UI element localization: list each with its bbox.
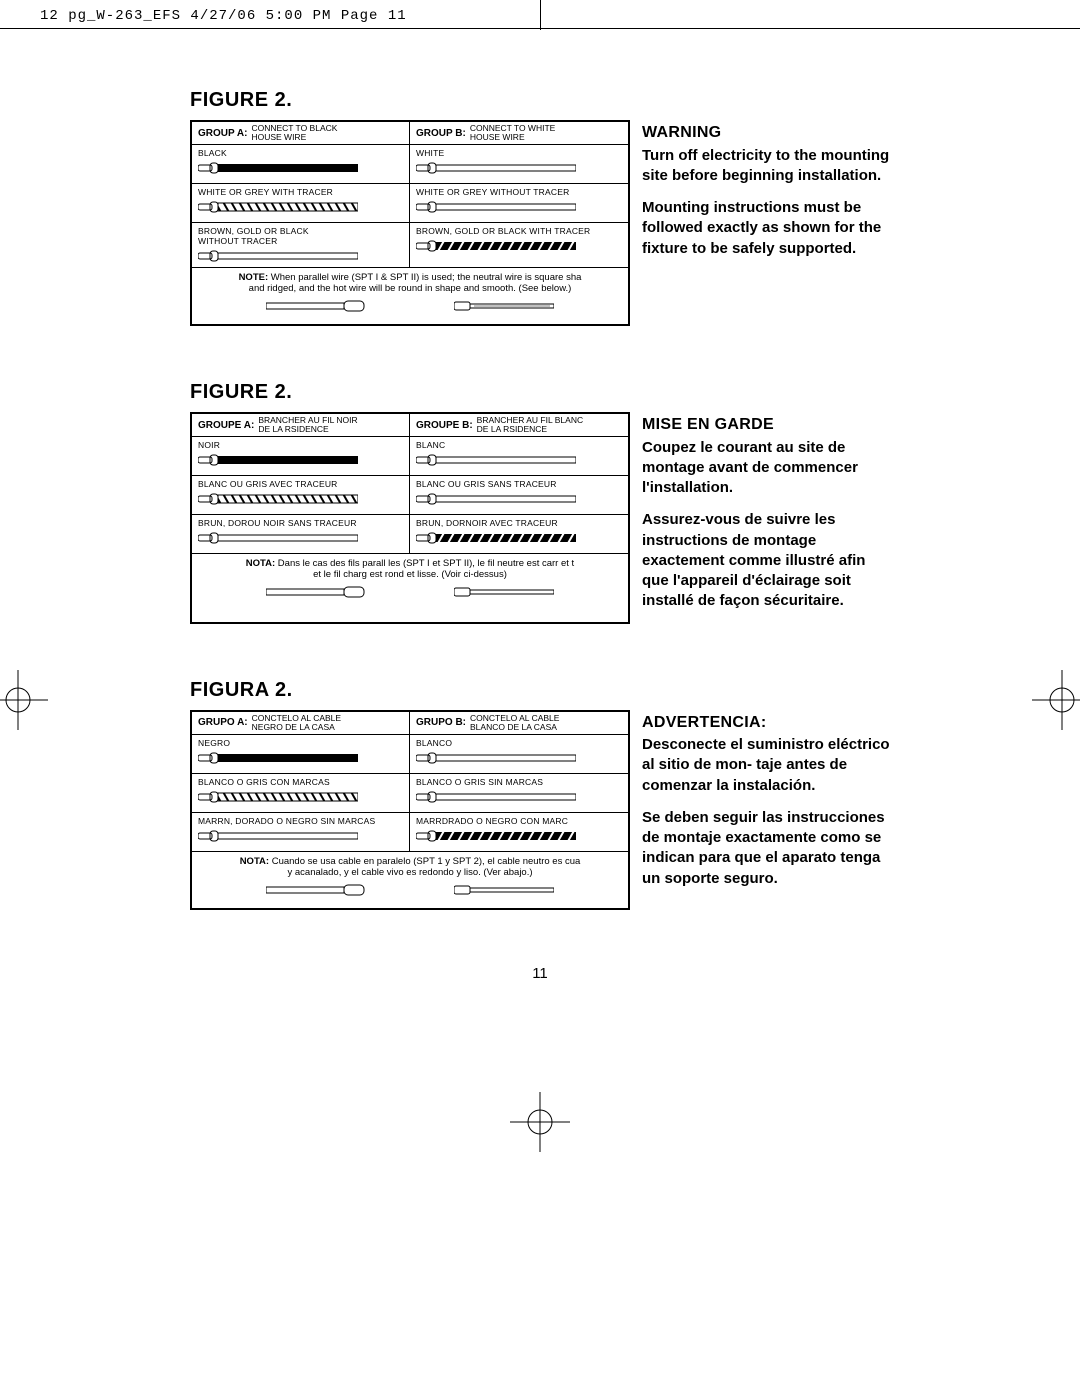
cell-white: WHITE <box>410 145 628 183</box>
wire-tracer-icon <box>416 531 576 545</box>
wire-outline-icon <box>416 751 576 765</box>
wire-outline-icon <box>198 829 358 843</box>
cell-notracer: WHITE OR GREY WITHOUT TRACER <box>410 184 628 222</box>
wire-outline-icon <box>198 249 358 263</box>
group-a-header: GRUPO A: CONCTELO AL CABLE NEGRO DE LA C… <box>192 712 410 734</box>
wire-hot-icon <box>454 586 554 598</box>
header-text: 12 pg_W-263_EFS 4/27/06 5:00 PM Page 11 <box>40 8 407 24</box>
group-a-header: GROUPE A: BRANCHER AU FIL NOIR DE LA RSI… <box>192 414 410 436</box>
page-content: FIGURE 2. GROUP A: CONNECT TO BLACK HOUS… <box>190 29 890 1022</box>
wire-neutral-icon <box>266 586 366 598</box>
wire-hot-icon <box>454 300 554 312</box>
wire-hatched-icon <box>198 790 358 804</box>
wire-hot-icon <box>454 884 554 896</box>
cell-brown-tracer: BROWN, GOLD OR BLACK WITH TRACER <box>410 223 628 267</box>
group-b-header: GRUPO B: CONCTELO AL CABLE BLANCO DE LA … <box>410 712 628 734</box>
wire-outline-icon <box>416 790 576 804</box>
wiring-table: GRUPO A: CONCTELO AL CABLE NEGRO DE LA C… <box>190 710 630 910</box>
cell-black: BLACK <box>192 145 410 183</box>
wire-solid-black-icon <box>198 751 358 765</box>
wire-neutral-icon <box>266 300 366 312</box>
figure-title: FIGURA 2. <box>190 679 890 702</box>
section-english: FIGURE 2. GROUP A: CONNECT TO BLACK HOUS… <box>190 89 890 326</box>
registration-mark-left <box>0 670 48 730</box>
wiring-table: GROUP A: CONNECT TO BLACK HOUSE WIRE GRO… <box>190 120 630 326</box>
wire-outline-icon <box>198 531 358 545</box>
wire-hatched-icon <box>198 200 358 214</box>
registration-mark-bottom <box>510 1092 570 1152</box>
group-b-header: GROUPE B: BRANCHER AU FIL BLANC DE LA RS… <box>410 414 628 436</box>
section-french: FIGURE 2. GROUPE A: BRANCHER AU FIL NOIR… <box>190 381 890 624</box>
wire-outline-icon <box>416 492 576 506</box>
figure-title: FIGURE 2. <box>190 89 890 112</box>
warning-text: ADVERTENCIA: Desconecte el suministro el… <box>642 710 890 910</box>
wire-solid-black-icon <box>198 161 358 175</box>
warning-text: WARNING Turn off electricity to the moun… <box>642 120 890 326</box>
note-cell: NOTE: When parallel wire (SPT I & SPT II… <box>192 268 628 324</box>
page-number: 11 <box>190 965 890 982</box>
group-a-header: GROUP A: CONNECT TO BLACK HOUSE WIRE <box>192 122 410 144</box>
wire-neutral-icon <box>266 884 366 896</box>
wiring-table: GROUPE A: BRANCHER AU FIL NOIR DE LA RSI… <box>190 412 630 624</box>
cell-brown-notracer: BROWN, GOLD OR BLACK WITHOUT TRACER <box>192 223 410 267</box>
wire-outline-icon <box>416 161 576 175</box>
note-cell: NOTA: Cuando se usa cable en paralelo (S… <box>192 852 628 908</box>
cell-tracer: WHITE OR GREY WITH TRACER <box>192 184 410 222</box>
wire-outline-icon <box>416 200 576 214</box>
group-b-header: GROUP B: CONNECT TO WHITE HOUSE WIRE <box>410 122 628 144</box>
section-spanish: FIGURA 2. GRUPO A: CONCTELO AL CABLE NEG… <box>190 679 890 910</box>
figure-title: FIGURE 2. <box>190 381 890 404</box>
page-header: 12 pg_W-263_EFS 4/27/06 5:00 PM Page 11 <box>0 0 1080 29</box>
wire-tracer-icon <box>416 829 576 843</box>
wire-hatched-icon <box>198 492 358 506</box>
warning-text: MISE EN GARDE Coupez le courant au site … <box>642 412 890 624</box>
wire-outline-icon <box>416 453 576 467</box>
wire-solid-black-icon <box>198 453 358 467</box>
crop-tick-top <box>540 0 541 30</box>
registration-mark-right <box>1032 670 1080 730</box>
wire-tracer-icon <box>416 239 576 253</box>
bottom-crop-area <box>0 1022 1080 1142</box>
note-cell: NOTA: Dans le cas des fils parall les (S… <box>192 554 628 610</box>
